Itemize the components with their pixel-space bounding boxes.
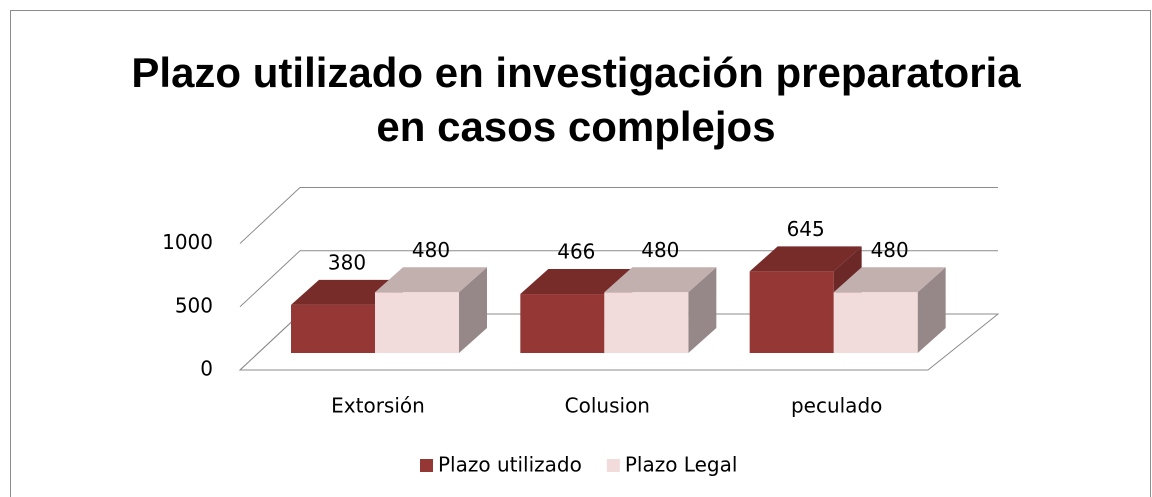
bar-top [520,269,633,295]
bar [375,292,459,353]
grid-line [239,250,998,308]
x-tick-label: Colusion [565,394,650,418]
bar-top [375,267,487,293]
legend-swatch [606,459,620,472]
bar-top [749,246,862,272]
bar-side [917,267,946,353]
bar-top [833,267,946,293]
chart-title: Plazo utilizado en investigación prepara… [131,49,1021,96]
y-tick-label: 0 [200,357,213,381]
y-tick-label: 500 [175,293,213,317]
bar-side [688,267,717,353]
y-tick-label: 1000 [162,230,213,254]
chart-title: en casos complejos [376,103,775,150]
bar [749,271,834,353]
bar [604,292,689,353]
data-label: 466 [557,240,595,264]
bar [520,294,605,353]
bar [291,304,375,353]
legend-label: Plazo utilizado [438,453,582,477]
legend-swatch [420,459,433,472]
data-label: 480 [871,238,909,262]
data-label: 480 [412,238,450,262]
data-label: 380 [328,250,366,274]
grid-line [239,187,998,244]
legend-label: Plazo Legal [625,453,738,477]
x-tick-label: peculado [791,394,882,418]
bar-side [459,267,487,353]
bar [833,292,918,353]
data-label: 480 [641,238,679,262]
x-tick-label: Extorsión [331,394,425,418]
bar-top [604,267,717,293]
data-label: 645 [787,217,825,241]
chart-border [10,10,1151,497]
